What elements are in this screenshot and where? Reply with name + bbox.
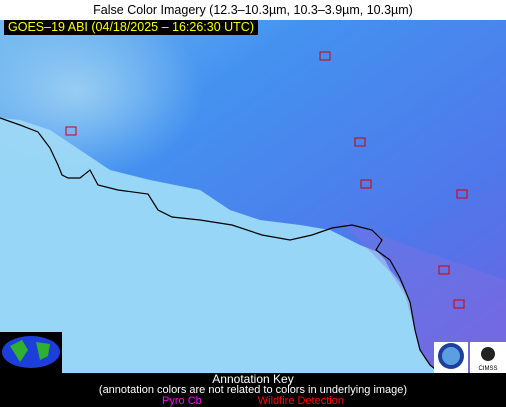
key-item: Pyro Cb (162, 395, 202, 407)
cimss-text: CIMSS (478, 366, 497, 372)
wildfire-box (438, 265, 450, 275)
wildfire-box (453, 299, 465, 309)
wildfire-box (360, 179, 372, 189)
wildfire-box (354, 137, 366, 147)
key-title: Annotation Key (212, 372, 294, 386)
satellite-image: CIMSS (0, 20, 506, 373)
globe-logo (0, 332, 62, 373)
wildfire-box (65, 126, 77, 136)
annotation-key: Annotation Key (annotation colors are no… (0, 373, 506, 407)
cimss-logo: CIMSS (470, 342, 506, 373)
image-label: GOES–19 ABI (04/18/2025 – 16:26:30 UTC) (4, 20, 258, 35)
title: False Color Imagery (12.3–10.3µm, 10.3–3… (93, 3, 413, 17)
key-note: (annotation colors are not related to co… (98, 384, 408, 396)
coastline (0, 117, 441, 373)
noaa-logo (434, 342, 468, 373)
wildfire-box (456, 189, 468, 199)
wildfire-box (319, 51, 331, 61)
detections (65, 51, 468, 309)
key-items: Pyro Cb Wildfire Detection (0, 396, 506, 407)
key-item: Wildfire Detection (257, 395, 344, 407)
